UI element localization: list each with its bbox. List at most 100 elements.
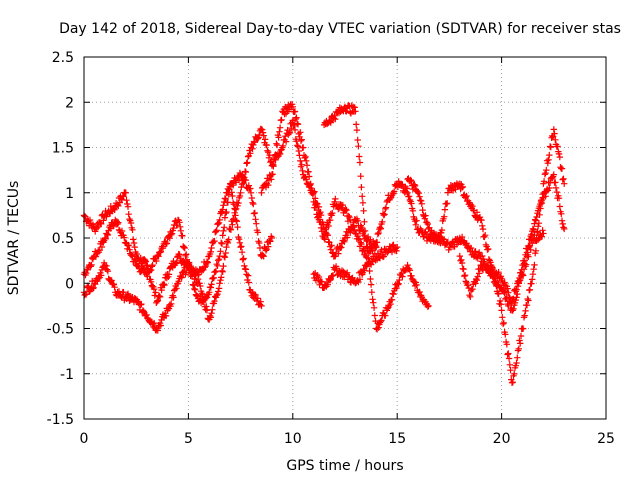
y-tick-label: 0 [65, 276, 74, 292]
data-point [425, 225, 432, 233]
data-point-interp [259, 129, 267, 136]
data-point-interp [500, 319, 507, 326]
data-point-interp [343, 108, 350, 115]
data-point-interp [515, 345, 522, 352]
data-point-interp [295, 130, 302, 138]
data-point-interp [163, 240, 170, 247]
data-point-interp [528, 280, 535, 287]
data-point-interp [263, 180, 270, 187]
data-point-interp [221, 224, 228, 231]
data-point-interp [505, 289, 512, 296]
data-point-interp [170, 225, 177, 232]
data-point-interp [211, 298, 218, 305]
data-point-interp [544, 160, 551, 167]
data-point-interp [506, 294, 513, 302]
data-point-interp [249, 145, 256, 152]
data-point-interp [98, 220, 105, 228]
data-point-interp [521, 312, 528, 319]
data-point-interp [232, 206, 239, 213]
data-point [540, 230, 547, 237]
data-point-interp [421, 215, 428, 222]
data-point-interp [220, 262, 227, 270]
data-point-interp [215, 288, 222, 295]
data-point-interp [495, 290, 502, 298]
data-point-interp [530, 266, 537, 273]
data-point-interp [190, 267, 197, 274]
x-tick-label: 15 [388, 431, 406, 447]
data-point-interp [103, 231, 111, 238]
data-point-interp [430, 229, 437, 237]
y-tick-label: 1.5 [52, 141, 74, 157]
data-point [247, 189, 255, 196]
data-point-interp [134, 298, 141, 305]
data-point-interp [212, 268, 219, 276]
data-point-interp [129, 226, 136, 233]
data-point-interp [168, 263, 175, 270]
data-point-interp [393, 284, 400, 292]
data-point-interp [555, 150, 563, 158]
data-point-interp [413, 281, 420, 289]
data-point-interp [388, 296, 396, 303]
data-point-interp [326, 243, 334, 250]
data-point [216, 280, 223, 287]
series-2 [80, 169, 276, 306]
data-point-interp [341, 238, 348, 245]
data-point-interp [256, 301, 264, 308]
data-point-interp [354, 136, 361, 144]
data-point-interp [268, 233, 275, 240]
data-point [561, 180, 568, 187]
data-point-interp [181, 244, 188, 252]
data-point [467, 293, 474, 300]
data-point-interp [339, 201, 346, 209]
data-point-interp [558, 210, 565, 217]
data-point-interp [168, 230, 176, 237]
data-point-interp [292, 115, 299, 123]
data-point [320, 234, 328, 242]
data-point-interp [234, 223, 241, 231]
data-point-interp [317, 218, 324, 226]
data-point-interp [411, 181, 418, 188]
data-point-interp [377, 318, 384, 325]
data-point-interp [547, 143, 554, 151]
data-point-interp [225, 236, 232, 243]
data-point-interp [407, 176, 414, 184]
data-point-interp [149, 320, 156, 328]
data-point-interp [520, 325, 527, 332]
data-point-interp [522, 307, 529, 315]
data-point-interp [126, 215, 133, 223]
data-point-interp [312, 195, 319, 202]
data-point-interp [153, 257, 160, 265]
x-tick-label: 10 [284, 431, 302, 447]
data-point-interp [214, 262, 221, 269]
data-point-interp [541, 171, 549, 178]
data-point-interp [209, 306, 216, 313]
data-point-interp [368, 289, 375, 296]
data-point-interp [294, 120, 301, 127]
data-point-interp [203, 258, 211, 265]
data-point-interp [294, 143, 302, 150]
data-point-interp [141, 257, 149, 264]
data-point-interp [222, 249, 229, 257]
data-point-interp [338, 267, 346, 274]
data-point-interp [264, 147, 271, 154]
data-point-interp [217, 248, 224, 255]
data-point-interp [496, 274, 504, 281]
data-point-interp [219, 232, 226, 239]
data-point-interp [208, 310, 215, 317]
data-point-interp [529, 276, 536, 283]
data-point-interp [163, 274, 170, 282]
data-point-interp [411, 182, 419, 190]
data-point-interp [238, 183, 245, 191]
data-point-interp [360, 207, 367, 214]
data-point-interp [560, 175, 567, 182]
data-point-interp [526, 236, 534, 243]
data-point-interp [133, 250, 141, 258]
data-point-interp [322, 229, 329, 236]
data-point-interp [166, 235, 173, 242]
data-point-interp [212, 267, 220, 275]
data-point-interp [166, 301, 173, 308]
data-point-interp [351, 226, 358, 234]
data-point-interp [202, 306, 209, 313]
data-point-interp [147, 266, 155, 274]
data-point-interp [505, 350, 512, 357]
